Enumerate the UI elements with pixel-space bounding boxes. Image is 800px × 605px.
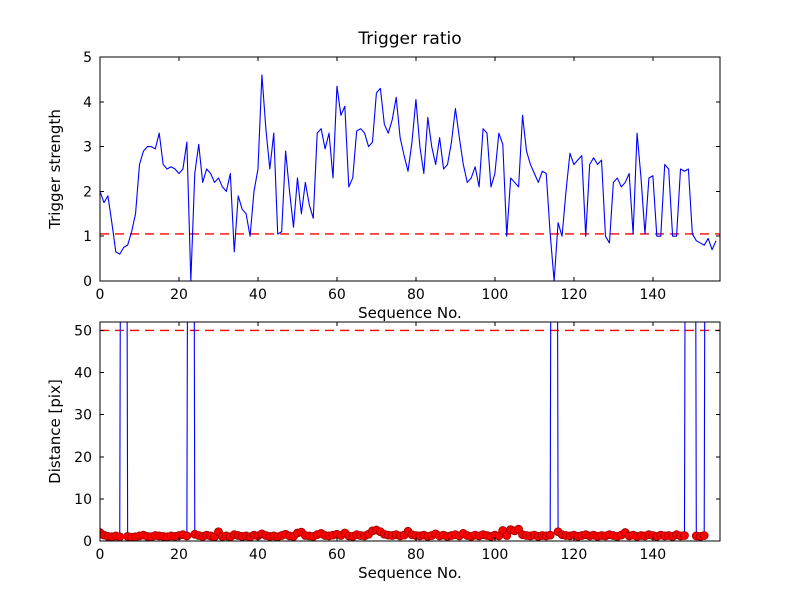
x-tick-label: 100 (482, 287, 509, 303)
y-tick-label: 3 (83, 140, 92, 156)
axes-background (100, 57, 720, 281)
y-tick-label: 2 (83, 184, 92, 200)
y-tick-label: 20 (74, 450, 92, 466)
y-tick-label: 10 (74, 492, 92, 508)
x-tick-label: 140 (639, 547, 666, 563)
x-tick-label: 40 (249, 287, 267, 303)
x-tick-label: 80 (407, 287, 425, 303)
x-tick-label: 40 (249, 547, 267, 563)
x-tick-label: 20 (170, 547, 188, 563)
x-tick-label: 60 (328, 547, 346, 563)
x-tick-label: 120 (561, 547, 588, 563)
x-tick-label: 0 (96, 287, 105, 303)
y-tick-label: 0 (83, 534, 92, 550)
x-axis-label: Sequence No. (358, 564, 462, 582)
y-tick-label: 50 (74, 323, 92, 339)
x-axis-label: Sequence No. (358, 304, 462, 322)
y-tick-label: 30 (74, 408, 92, 424)
x-tick-label: 120 (561, 287, 588, 303)
x-tick-label: 0 (96, 547, 105, 563)
subplot-2: 0 20 40 60 80 100 120 140 0 10 20 30 40 50 Sequence No… (46, 321, 721, 582)
y-tick-label: 1 (83, 229, 92, 245)
y-tick-label: 0 (83, 274, 92, 290)
distance-marker (680, 531, 689, 540)
trigger-strength-line (100, 74, 717, 281)
distance-marker (545, 530, 555, 540)
axes-frame (99, 321, 721, 542)
x-tick-label: 100 (482, 547, 509, 563)
distance-marker (115, 532, 125, 541)
x-tick-label: 20 (170, 287, 188, 303)
subplot-1: 0 20 40 60 80 100 120 140 0 1 2 3 4 5 Sequence No. Trig… (46, 29, 721, 322)
axes-background (100, 322, 720, 541)
distance-marker (699, 531, 709, 540)
y-tick-label: 4 (83, 95, 92, 111)
y-tick-label: 5 (83, 50, 92, 66)
axes-frame (99, 56, 721, 282)
y-axis-label: Distance [pix] (46, 379, 64, 484)
distance-markers (100, 524, 709, 541)
chart-title: Trigger ratio (357, 29, 461, 49)
x-tick-label: 140 (639, 287, 666, 303)
distance-marker (182, 531, 192, 541)
x-tick-label: 80 (407, 547, 425, 563)
x-tick-label: 60 (328, 287, 346, 303)
y-axis-label: Trigger strength (46, 109, 64, 230)
y-tick-label: 40 (74, 366, 92, 382)
